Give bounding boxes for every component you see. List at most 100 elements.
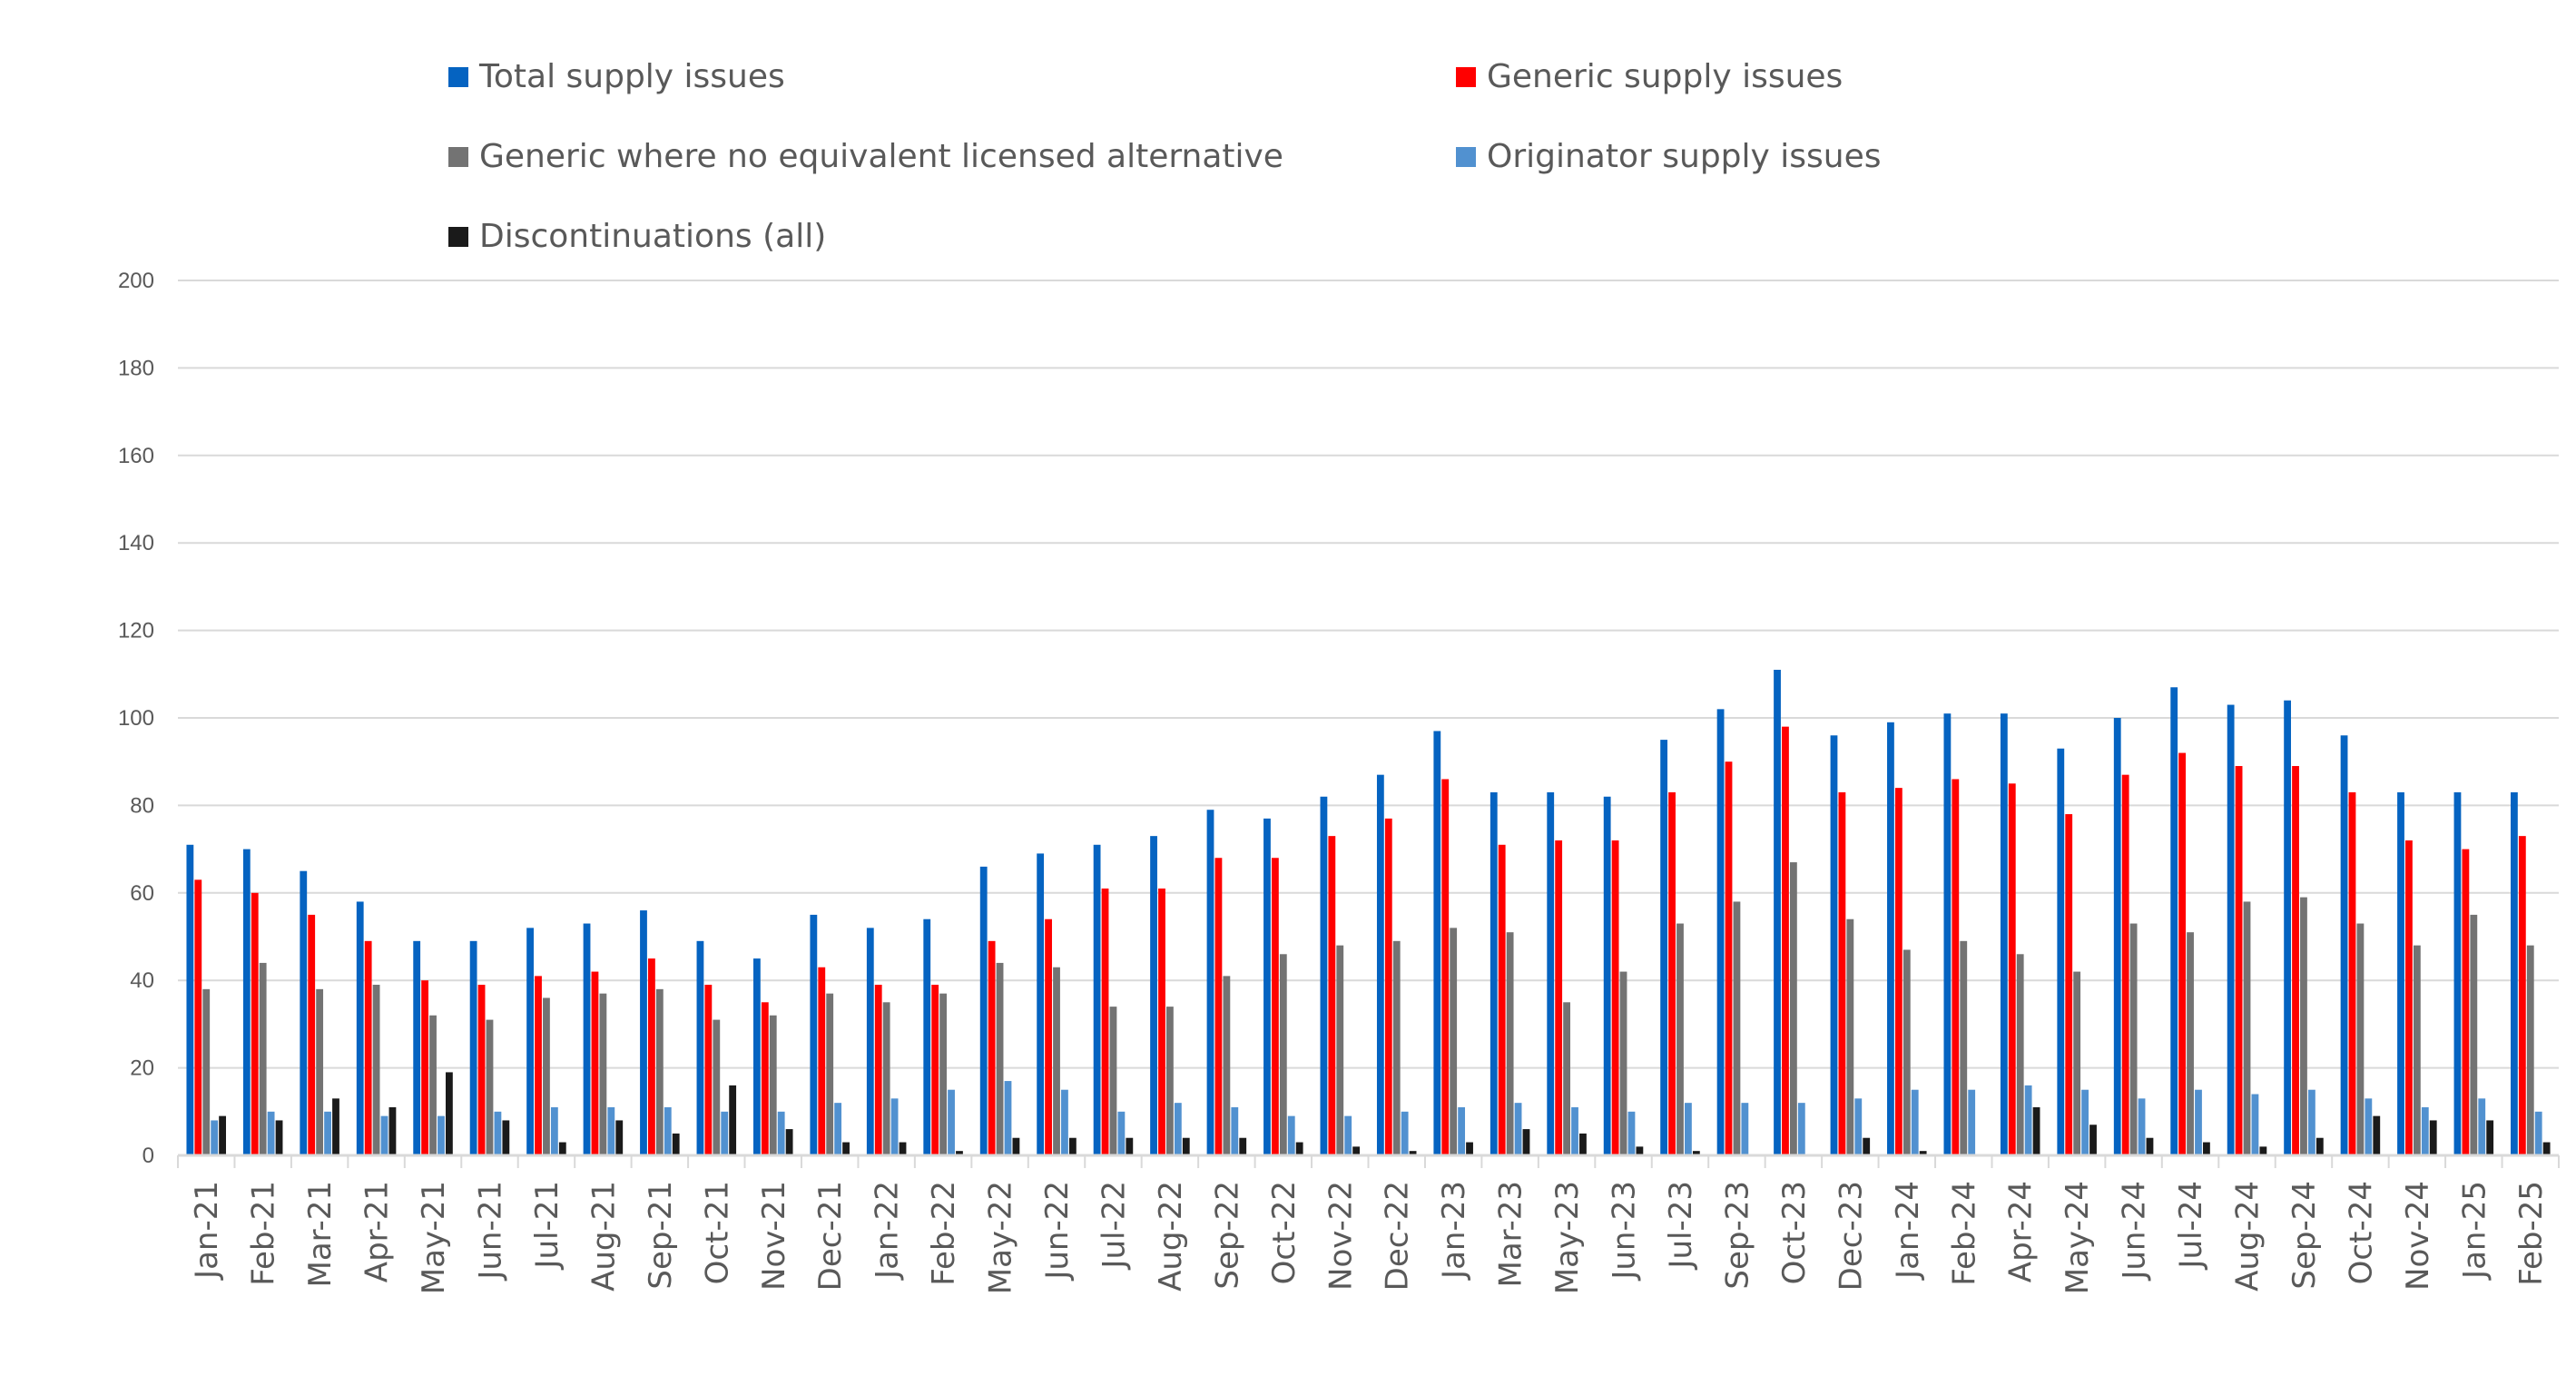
- bar: [2129, 923, 2138, 1155]
- bar-group: [1490, 791, 1530, 1155]
- bar: [2178, 752, 2187, 1155]
- bar: [2024, 1085, 2032, 1155]
- bar: [956, 1151, 963, 1155]
- x-tick-label: Jul-23: [1663, 1181, 1699, 1271]
- bar: [2251, 1094, 2259, 1155]
- bar-group: [2227, 704, 2267, 1155]
- bar: [1522, 1129, 1530, 1155]
- bar: [1352, 1146, 1361, 1155]
- bar: [2057, 748, 2065, 1155]
- bar-group: [2113, 718, 2154, 1155]
- legend-item: Originator supply issues: [1456, 138, 1882, 175]
- x-tick-label: Aug-22: [1153, 1181, 1189, 1292]
- bar: [1223, 976, 1231, 1155]
- bar-group: [2284, 700, 2324, 1155]
- bar: [1563, 1002, 1570, 1155]
- x-tick-label: Sep-21: [643, 1181, 679, 1290]
- bar: [1231, 1106, 1239, 1155]
- bar: [834, 1103, 842, 1155]
- bar-group: [1660, 740, 1700, 1155]
- bar: [2478, 1098, 2486, 1155]
- bar: [2008, 783, 2016, 1155]
- bar: [219, 1115, 226, 1155]
- x-tick-label: Feb-22: [926, 1181, 962, 1286]
- bar: [1911, 1089, 1919, 1155]
- bar: [1733, 901, 1741, 1155]
- bar: [413, 940, 421, 1155]
- bar: [1109, 1007, 1117, 1155]
- bar: [1555, 840, 1563, 1155]
- x-tick-label: Dec-23: [1833, 1181, 1869, 1291]
- bar: [1150, 836, 1157, 1155]
- bar: [979, 866, 988, 1155]
- bar: [2259, 1146, 2267, 1155]
- x-tick-label: Sep-23: [1719, 1181, 1755, 1290]
- bar: [2518, 836, 2526, 1155]
- bar: [1960, 940, 1968, 1155]
- legend-label: Total supply issues: [479, 58, 785, 95]
- bar: [2203, 1142, 2210, 1155]
- bar: [890, 1098, 899, 1155]
- bar: [615, 1120, 624, 1155]
- bar: [2534, 1111, 2542, 1155]
- bar-group: [583, 923, 624, 1155]
- bar: [2187, 932, 2194, 1155]
- x-tick-label: Mar-23: [1493, 1181, 1529, 1288]
- bar: [429, 1015, 437, 1155]
- bar: [1012, 1137, 1020, 1155]
- bar-group: [696, 940, 737, 1155]
- legend-swatch: [1456, 66, 1476, 87]
- bar: [607, 1106, 615, 1155]
- bar: [1263, 818, 1271, 1155]
- bar: [477, 985, 486, 1155]
- y-tick-label: 180: [118, 356, 154, 380]
- y-tick-label: 20: [130, 1056, 154, 1081]
- bar: [1903, 949, 1911, 1155]
- x-tick-label: Jan-23: [1436, 1181, 1472, 1281]
- bar: [267, 1111, 275, 1155]
- bar: [996, 962, 1004, 1155]
- bar: [2235, 766, 2243, 1155]
- x-tick-label: Oct-21: [699, 1181, 735, 1284]
- x-tick-label: Apr-21: [359, 1181, 396, 1282]
- bar: [1619, 971, 1627, 1155]
- x-axis-tick-labels: Jan-21 Feb-21 Mar-21 Apr-21 May-21 Jun-21 Jul-…: [189, 1181, 2550, 1294]
- bar-group: [2397, 791, 2437, 1155]
- bar: [1741, 1103, 1749, 1155]
- bar: [2486, 1120, 2494, 1155]
- bar-group: [2000, 713, 2040, 1155]
- bar: [1774, 669, 1781, 1155]
- bar: [2146, 1137, 2154, 1155]
- bar: [275, 1120, 283, 1155]
- legend-label: Generic supply issues: [1487, 58, 1844, 95]
- bar: [202, 988, 211, 1155]
- bar: [526, 928, 534, 1155]
- bar: [777, 1111, 785, 1155]
- bar: [372, 985, 380, 1155]
- bar-group: [526, 928, 566, 1155]
- bar: [1166, 1007, 1174, 1155]
- bar: [899, 1142, 907, 1155]
- x-tick-label: May-21: [416, 1181, 452, 1294]
- bar-group: [413, 940, 453, 1155]
- bar: [1101, 888, 1109, 1155]
- x-tick-label: Jun-22: [1039, 1181, 1076, 1282]
- bar: [713, 1019, 721, 1155]
- x-tick-label: May-23: [1549, 1181, 1586, 1294]
- bar-group: [356, 901, 397, 1155]
- bar: [640, 910, 647, 1155]
- bar-group: [866, 928, 907, 1155]
- bar: [1603, 796, 1611, 1155]
- bar-group: [2340, 735, 2381, 1155]
- bar-group: [1093, 844, 1134, 1155]
- bar-group: [1320, 796, 1361, 1155]
- bar: [324, 1111, 331, 1155]
- bar: [599, 993, 607, 1155]
- bar: [2511, 791, 2518, 1155]
- bar: [583, 923, 591, 1155]
- bar: [648, 958, 655, 1155]
- legend-label: Generic where no equivalent licensed alt…: [479, 138, 1283, 175]
- bar: [1295, 1142, 1303, 1155]
- bar: [1037, 853, 1045, 1155]
- bar: [1506, 932, 1514, 1155]
